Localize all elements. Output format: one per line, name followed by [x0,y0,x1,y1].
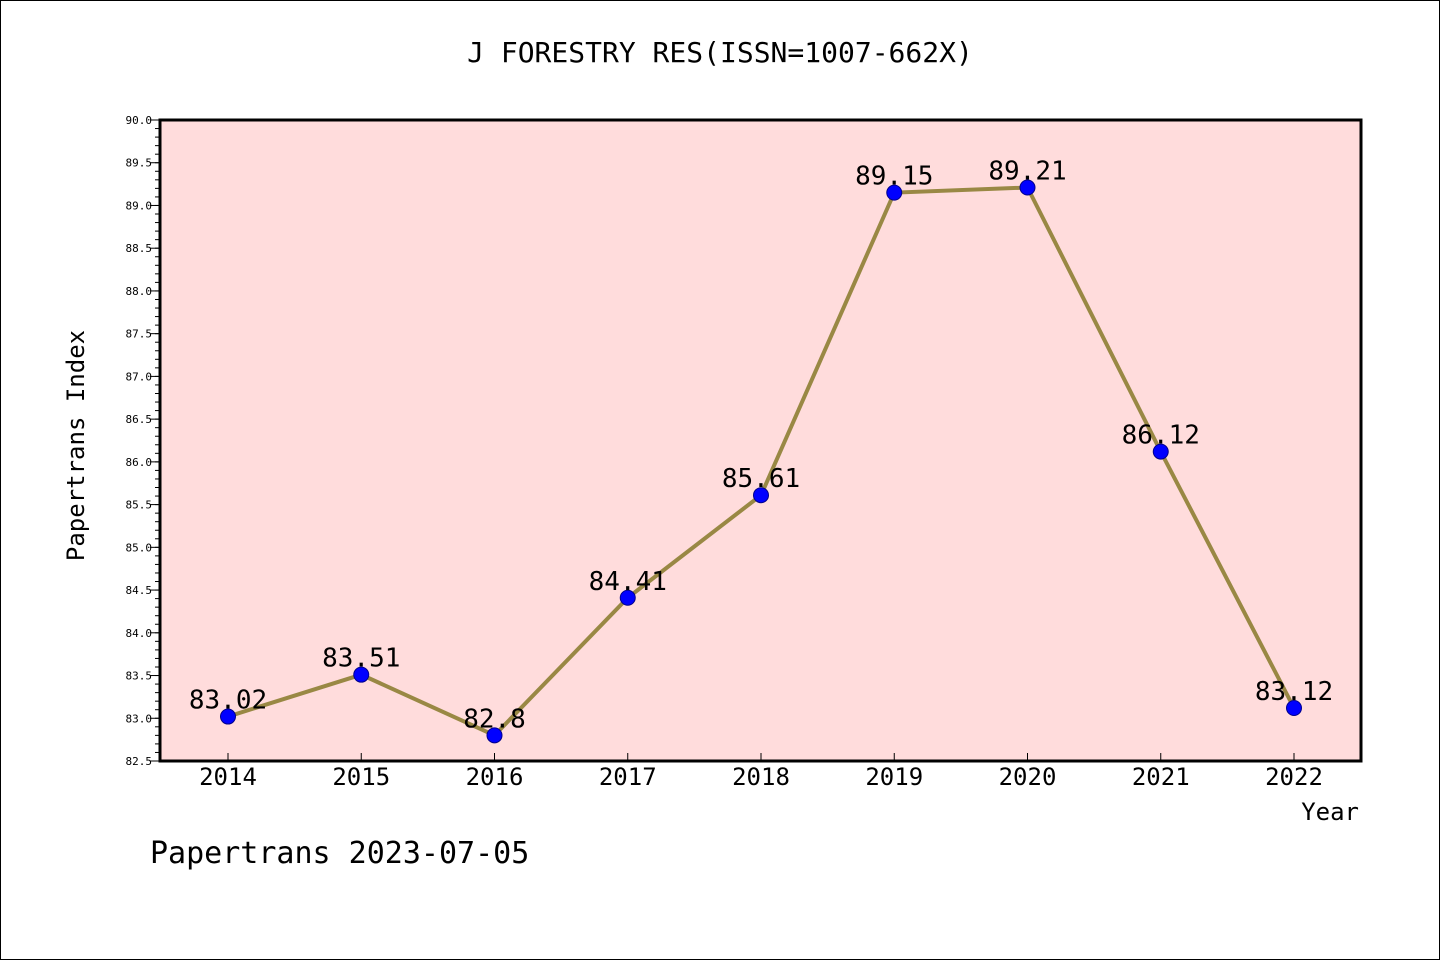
x-tick-label: 2014 [199,763,257,791]
data-point [1286,700,1302,717]
data-point [886,184,903,201]
x-tick-label: 2021 [1132,763,1190,791]
x-tick-label: 2017 [599,763,657,791]
data-point [353,666,370,683]
y-tick-label: 89.0 [126,199,153,212]
data-markers [220,179,1302,744]
data-label: 83.12 [1255,677,1333,707]
y-tick-label: 88.0 [126,285,153,298]
y-tick-label: 83.0 [126,712,153,725]
x-axis-label: Year [1301,798,1359,826]
x-tick-label: 2020 [999,763,1057,791]
y-tick-label: 85.5 [126,499,153,512]
y-tick-label: 87.0 [126,370,153,383]
data-point [220,708,236,725]
x-tick-label: 2019 [865,763,923,791]
y-tick-label: 87.5 [126,328,153,341]
y-axis-ticks: 82.5 83.0 83.5 84.0 84.5 85.0 85.5 86.0 86.5 87.0… [126,114,160,768]
y-tick-label: 86.0 [126,456,153,469]
y-tick-label: 85.0 [126,541,153,554]
y-tick-label: 88.5 [126,242,153,255]
watermark-text: Papertrans 2023-07-05 [150,836,530,871]
y-tick-label: 89.5 [126,157,153,170]
data-label: 86.12 [1122,421,1200,451]
data-label: 85.61 [722,464,800,494]
y-axis-label: Papertrans Index [62,330,90,561]
y-tick-label: 83.5 [126,670,153,683]
data-labels: 83.02 83.51 82.8 84.41 85.61 89.15 89.21 86.12 8… [189,157,1333,735]
plot-area [160,120,1361,761]
x-tick-label: 2015 [332,763,390,791]
data-point [619,589,636,606]
data-point [1152,443,1169,460]
data-point [486,727,503,744]
chart-title: J FORESTRY RES(ISSN=1007-662X) [467,36,973,69]
data-label: 89.21 [988,157,1066,187]
data-point [753,487,769,504]
data-label: 84.41 [589,567,667,597]
x-tick-label: 2016 [466,763,524,791]
data-label: 89.15 [855,162,933,192]
data-label: 82.8 [463,704,526,734]
y-tick-label: 86.5 [126,413,153,426]
plot-border [158,118,1363,763]
y-tick-label: 84.5 [126,584,153,597]
x-tick-label: 2022 [1265,763,1323,791]
x-axis-ticks: 2014 2015 2016 2017 2018 2019 2020 2021 2022 [199,753,1323,791]
x-tick-label: 2018 [732,763,790,791]
data-label: 83.51 [322,644,400,674]
data-point [1019,179,1036,196]
y-tick-label: 90.0 [126,114,153,127]
y-tick-label: 84.0 [126,627,153,640]
data-label: 83.02 [189,686,267,716]
y-tick-label: 82.5 [126,755,153,768]
